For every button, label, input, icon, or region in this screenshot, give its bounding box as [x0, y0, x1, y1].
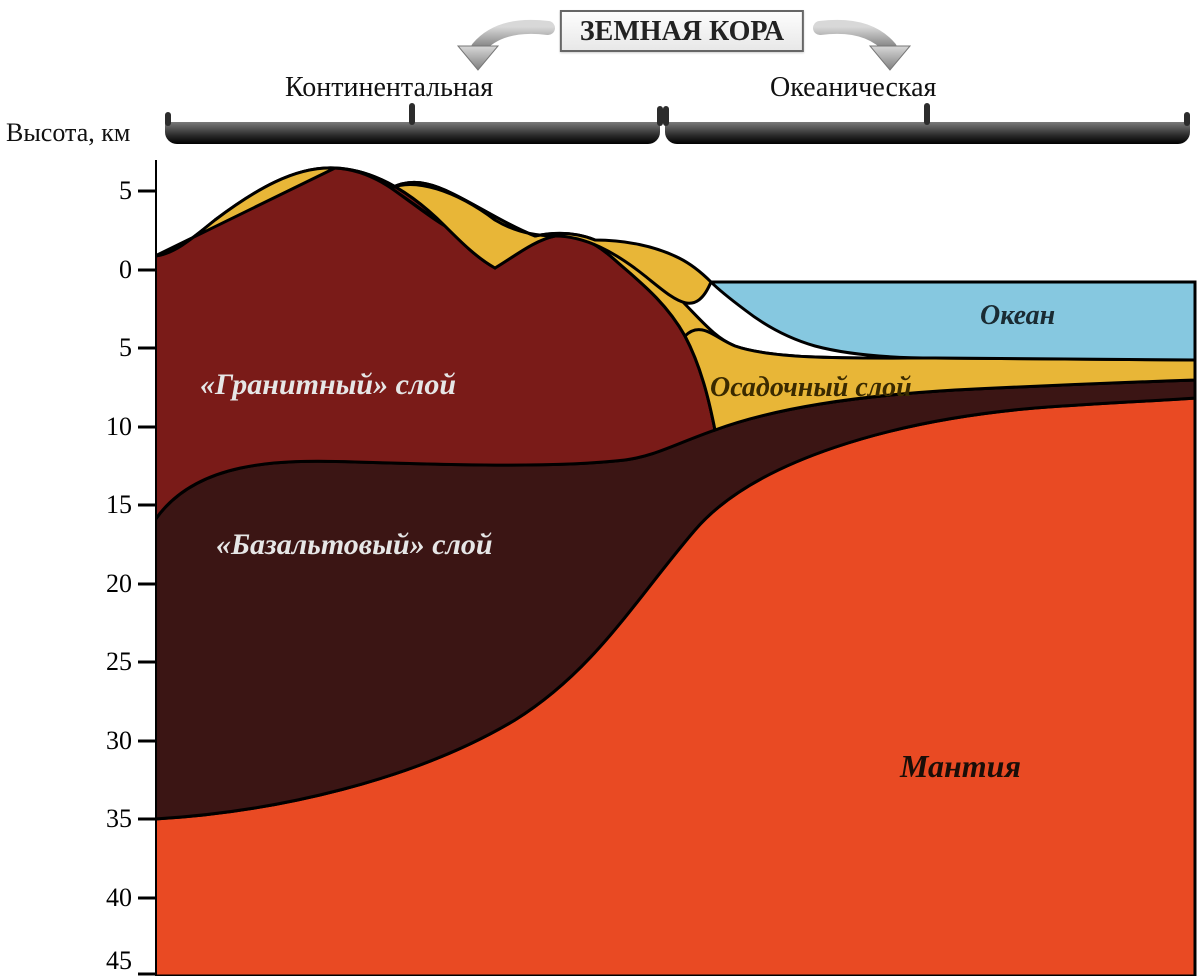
tick-10: 45 — [82, 946, 132, 976]
diagram-root: ЗЕМНАЯ КОРА Континентальная Океаническая… — [0, 0, 1200, 976]
tick-0: 5 — [82, 176, 132, 206]
crust-cross-section — [155, 160, 1200, 976]
tick-6: 25 — [82, 647, 132, 677]
ocean-label: Океан — [980, 300, 1055, 332]
tick-5: 20 — [82, 569, 132, 599]
tick-4: 15 — [82, 490, 132, 520]
granite-label: «Гранитный» слой — [200, 368, 456, 402]
tick-1: 0 — [82, 255, 132, 285]
tick-7: 30 — [82, 726, 132, 756]
ocean-layer — [711, 282, 1195, 360]
tick-2: 5 — [82, 333, 132, 363]
tick-3: 10 — [82, 412, 132, 442]
tick-9: 40 — [82, 883, 132, 913]
basalt-label: «Базальтовый» слой — [216, 528, 493, 562]
sediment-label: Осадочный слой — [710, 372, 912, 404]
tick-8: 35 — [82, 804, 132, 834]
mantle-label: Мантия — [900, 748, 1021, 785]
